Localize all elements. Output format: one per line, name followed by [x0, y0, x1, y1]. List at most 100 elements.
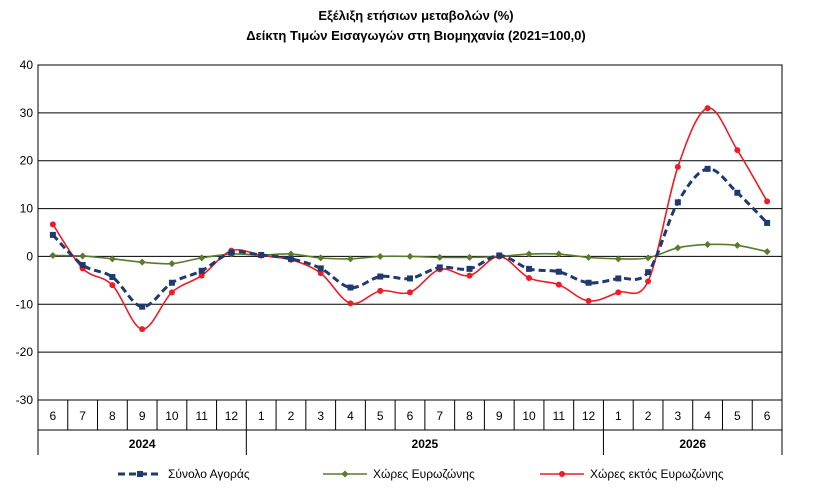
x-tick-label: 9 [139, 409, 146, 423]
data-point [674, 163, 681, 170]
x-tick-label: 8 [466, 409, 473, 423]
data-point [704, 165, 711, 172]
data-point [406, 252, 414, 260]
data-point [287, 250, 295, 258]
data-point [317, 254, 325, 262]
data-point [674, 199, 681, 206]
data-point [645, 278, 652, 285]
data-point [317, 270, 324, 277]
data-point [168, 289, 175, 296]
legend-marker [137, 471, 143, 477]
data-point [614, 255, 622, 263]
legend-item: Χώρες Ευρωζώνης [323, 467, 475, 481]
legend-item: Χώρες εκτός Ευρωζώνης [540, 467, 724, 481]
data-point [526, 274, 533, 281]
series-0 [49, 165, 771, 310]
data-point [138, 258, 146, 266]
data-point [108, 255, 116, 263]
data-point [49, 251, 57, 259]
x-tick-label: 5 [377, 409, 384, 423]
data-point [139, 326, 146, 333]
chart-title: Εξέλιξη ετήσιων μεταβολών (%) [318, 8, 514, 23]
data-point [615, 289, 622, 296]
data-point [496, 252, 503, 259]
data-point [525, 250, 533, 258]
x-tick-label: 12 [582, 409, 596, 423]
data-point [436, 253, 444, 261]
data-point [377, 287, 384, 294]
data-point [764, 219, 771, 226]
x-tick-label: 6 [764, 409, 771, 423]
data-point [168, 260, 176, 268]
y-tick-label: 10 [20, 202, 34, 216]
data-point [585, 297, 592, 304]
data-point [347, 284, 354, 291]
data-point [436, 264, 443, 271]
data-point [764, 198, 771, 205]
y-tick-label: -10 [16, 297, 34, 311]
data-point [109, 274, 116, 281]
data-point [258, 251, 265, 258]
data-point [377, 273, 384, 280]
legend-marker [559, 471, 565, 477]
data-point [346, 255, 354, 263]
data-point [645, 269, 652, 276]
y-tick-label: 40 [20, 58, 34, 72]
x-tick-label: 7 [79, 409, 86, 423]
data-point [168, 279, 175, 286]
year-label: 2024 [129, 437, 156, 451]
data-point [198, 254, 206, 262]
data-point [317, 265, 324, 272]
y-tick-label: 0 [26, 249, 33, 263]
legend-label: Σύνολο Αγοράς [168, 467, 250, 481]
x-tick-label: 6 [50, 409, 57, 423]
data-point [734, 147, 741, 154]
legend-item: Σύνολο Αγοράς [118, 467, 250, 481]
x-tick-label: 8 [109, 409, 116, 423]
data-point [109, 282, 116, 289]
x-tick-label: 1 [258, 409, 265, 423]
x-tick-label: 11 [195, 409, 208, 423]
series-1 [49, 240, 771, 268]
data-point [763, 248, 771, 256]
data-point [49, 231, 56, 238]
year-label: 2025 [412, 437, 439, 451]
data-point [376, 252, 384, 260]
data-point [615, 275, 622, 282]
data-point [466, 272, 473, 279]
x-tick-label: 10 [165, 409, 179, 423]
data-point [407, 275, 413, 282]
data-point [407, 289, 413, 296]
data-point [704, 240, 712, 248]
y-tick-label: -30 [16, 393, 34, 407]
x-tick-label: 4 [704, 409, 711, 423]
data-point [644, 254, 652, 262]
data-point [555, 281, 562, 288]
data-point [466, 253, 474, 261]
x-tick-label: 1 [615, 409, 622, 423]
year-label: 2026 [679, 437, 706, 451]
y-tick-label: -20 [16, 345, 34, 359]
x-tick-label: 5 [734, 409, 741, 423]
data-point [466, 265, 473, 272]
data-point [585, 279, 592, 286]
chart-subtitle: Δείκτη Τιμών Εισαγωγών στη Βιομηχανία (2… [246, 28, 586, 43]
y-tick-label: 20 [20, 154, 34, 168]
data-point [674, 244, 682, 252]
data-point [734, 189, 741, 196]
legend-label: Χώρες εκτός Ευρωζώνης [590, 467, 724, 481]
data-point [198, 272, 205, 279]
data-point [585, 253, 593, 261]
data-point [79, 262, 86, 269]
data-point [526, 265, 533, 272]
data-point [555, 268, 562, 275]
x-tick-label: 2 [288, 409, 295, 423]
legend-marker [341, 470, 349, 478]
x-tick-label: 7 [436, 409, 443, 423]
data-point [287, 255, 294, 262]
data-point [347, 300, 354, 307]
x-tick-label: 11 [553, 409, 566, 423]
data-point [198, 267, 205, 274]
data-point [228, 249, 235, 256]
